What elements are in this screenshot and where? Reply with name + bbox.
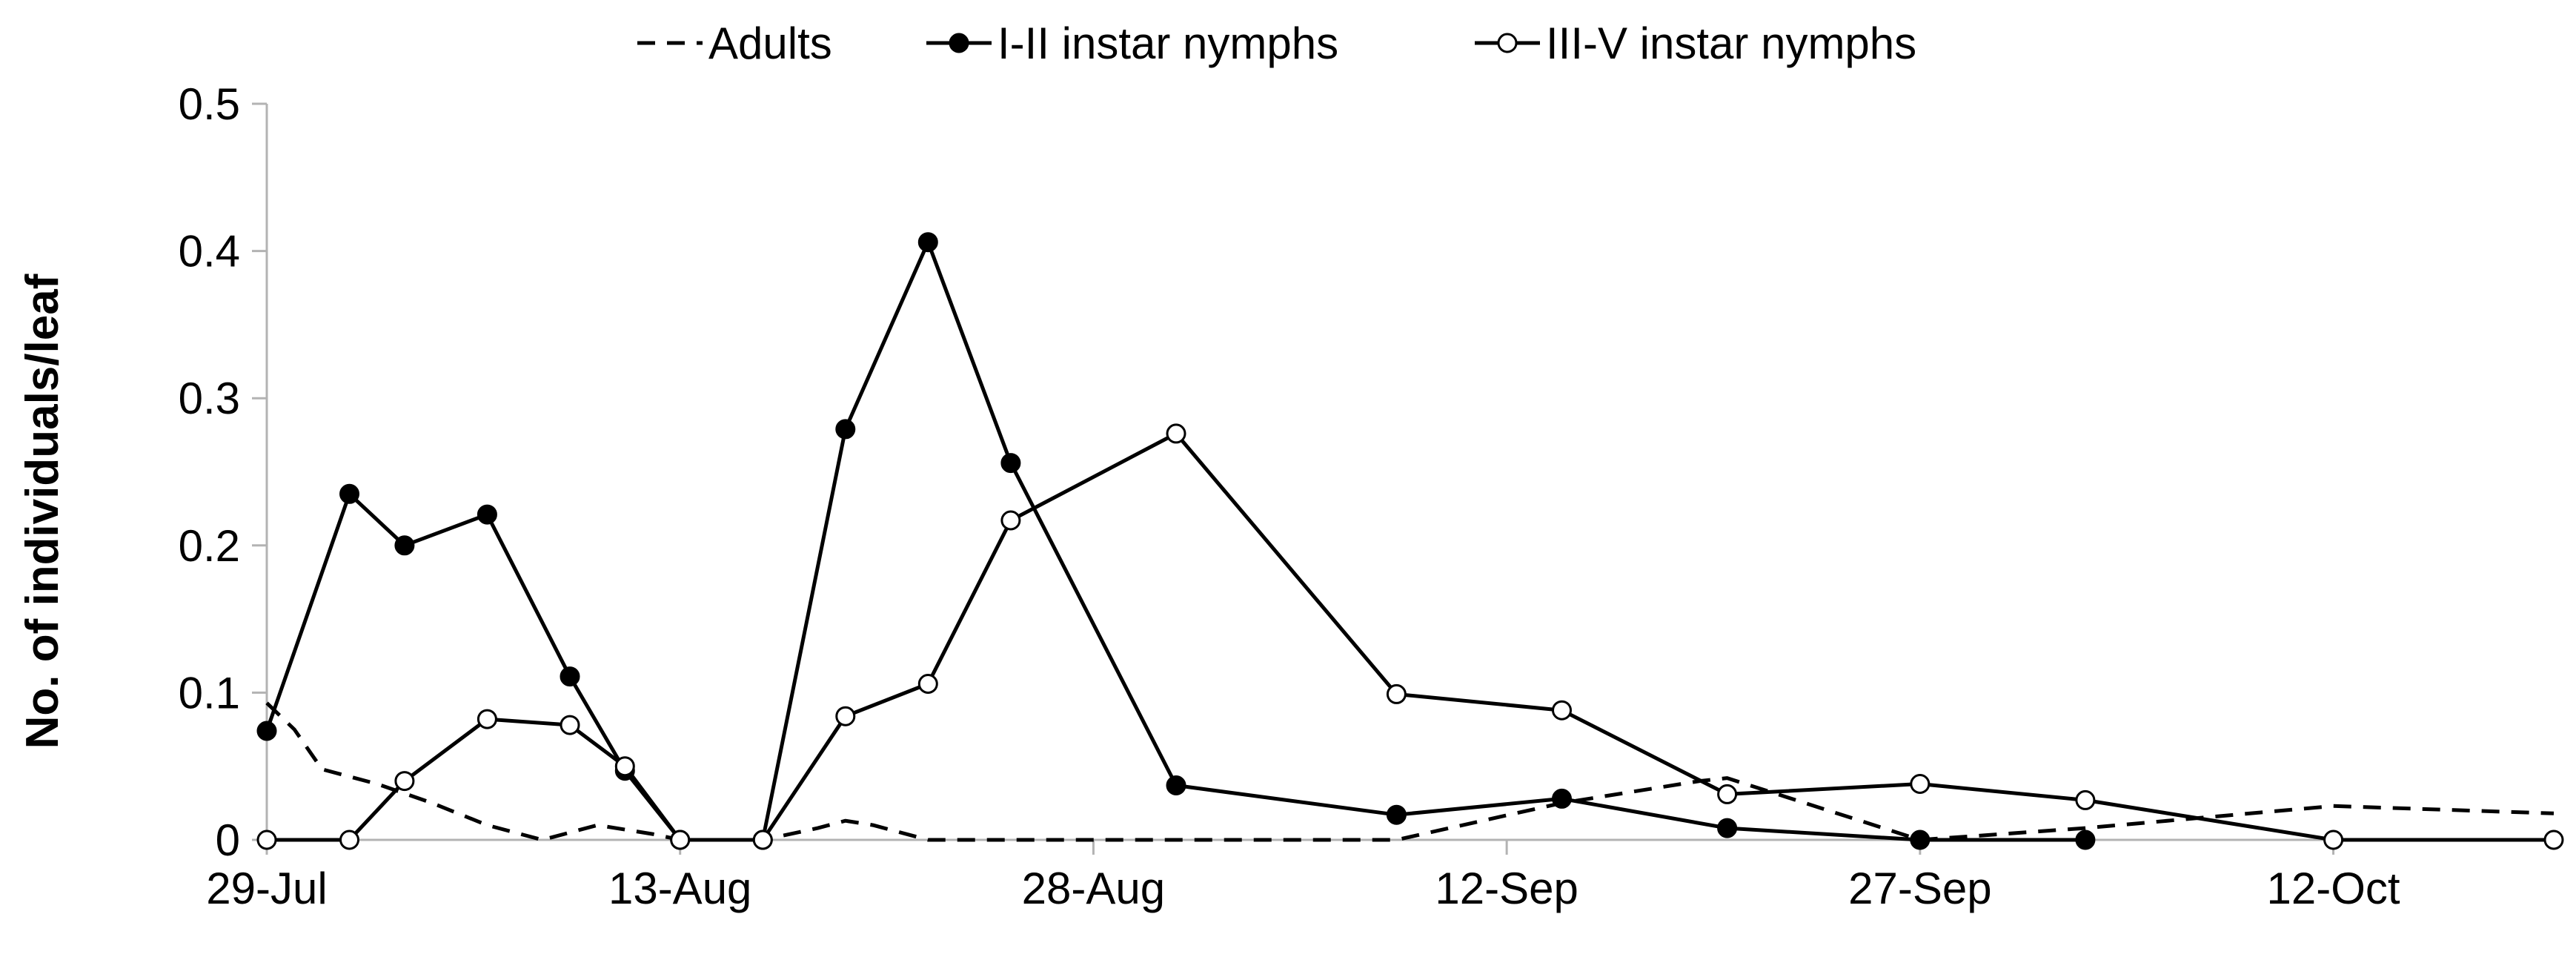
data-point-iii-v-instar-nymphs — [2543, 829, 2564, 850]
data-point-iii-v-instar-nymphs — [1910, 774, 1931, 794]
data-point-iii-v-instar-nymphs — [1166, 423, 1186, 444]
series-i-ii-instar-nymphs — [256, 232, 2096, 850]
legend: Adults I-II instar nymphs III-V instar nym… — [637, 19, 1916, 68]
legend-item-iii-v-instar-nymphs: III-V instar nymphs — [1475, 19, 1916, 68]
data-point-iii-v-instar-nymphs — [1552, 700, 1572, 721]
series-line-iii-v-instar-nymphs — [267, 431, 2554, 842]
data-point-iii-v-instar-nymphs — [1717, 784, 1738, 804]
legend-marker-iii-v-instar-nymphs — [1497, 33, 1518, 53]
data-point-iii-v-instar-nymphs — [477, 709, 497, 729]
y-tick-label: 0.5 — [179, 79, 240, 129]
series-group — [256, 232, 2564, 850]
x-tick-label: 28-Aug — [1022, 864, 1165, 913]
y-tick-label: 0.1 — [179, 668, 240, 718]
legend-label-adults: Adults — [708, 19, 832, 68]
y-tick-label: 0.3 — [179, 374, 240, 423]
data-point-i-ii-instar-nymphs — [339, 483, 359, 504]
data-point-i-ii-instar-nymphs — [1000, 453, 1021, 474]
x-axis: 29-Jul 13-Aug 28-Aug 12-Sep 27-Sep 12-Oct — [206, 838, 2554, 913]
legend-marker-i-ii-instar-nymphs — [949, 33, 969, 53]
series-line-adults — [265, 701, 2555, 842]
data-point-iii-v-instar-nymphs — [670, 829, 691, 850]
data-point-i-ii-instar-nymphs — [560, 666, 580, 687]
data-point-i-ii-instar-nymphs — [2075, 829, 2096, 850]
y-tick-label: 0.2 — [179, 521, 240, 571]
y-tick-label: 0.4 — [179, 227, 240, 276]
legend-label-i-ii-instar-nymphs: I-II instar nymphs — [997, 19, 1338, 68]
data-point-iii-v-instar-nymphs — [2323, 829, 2344, 850]
data-point-i-ii-instar-nymphs — [1166, 775, 1186, 795]
x-tick-label: 12-Oct — [2267, 864, 2400, 913]
data-point-i-ii-instar-nymphs — [256, 721, 277, 741]
data-point-i-ii-instar-nymphs — [1552, 788, 1572, 809]
x-tick-label: 12-Sep — [1435, 864, 1578, 913]
legend-label-iii-v-instar-nymphs: III-V instar nymphs — [1546, 19, 1916, 68]
legend-item-adults: Adults — [637, 19, 832, 68]
data-point-iii-v-instar-nymphs — [394, 771, 415, 792]
y-axis-title: No. of individuals/leaf — [17, 274, 68, 749]
legend-item-i-ii-instar-nymphs: I-II instar nymphs — [926, 19, 1338, 68]
data-point-iii-v-instar-nymphs — [560, 715, 580, 735]
data-point-iii-v-instar-nymphs — [1386, 683, 1407, 704]
data-point-i-ii-instar-nymphs — [1717, 818, 1738, 838]
x-tick-label: 13-Aug — [608, 864, 751, 913]
data-point-iii-v-instar-nymphs — [339, 829, 359, 850]
x-tick-label: 29-Jul — [206, 864, 327, 913]
data-point-iii-v-instar-nymphs — [1000, 510, 1021, 531]
data-point-i-ii-instar-nymphs — [1386, 804, 1407, 825]
data-point-i-ii-instar-nymphs — [477, 504, 497, 525]
data-point-iii-v-instar-nymphs — [835, 706, 856, 726]
series-adults — [265, 701, 2555, 842]
y-tick-label: 0 — [216, 815, 240, 865]
data-point-i-ii-instar-nymphs — [835, 419, 856, 440]
data-point-i-ii-instar-nymphs — [917, 232, 938, 253]
series-line-i-ii-instar-nymphs — [265, 240, 2085, 842]
x-tick-label: 27-Sep — [1848, 864, 1991, 913]
data-point-iii-v-instar-nymphs — [752, 829, 773, 850]
data-point-i-ii-instar-nymphs — [394, 535, 415, 556]
data-point-iii-v-instar-nymphs — [614, 756, 635, 777]
data-point-iii-v-instar-nymphs — [256, 829, 277, 850]
series-iii-v-instar-nymphs — [256, 423, 2564, 850]
y-axis: 0 0.1 0.2 0.3 0.4 0.5 — [179, 79, 268, 865]
data-point-iii-v-instar-nymphs — [917, 674, 938, 694]
data-point-iii-v-instar-nymphs — [2075, 789, 2096, 810]
data-point-i-ii-instar-nymphs — [1910, 829, 1931, 850]
